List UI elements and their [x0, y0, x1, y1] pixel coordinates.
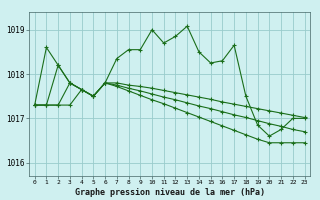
- X-axis label: Graphe pression niveau de la mer (hPa): Graphe pression niveau de la mer (hPa): [75, 188, 265, 197]
